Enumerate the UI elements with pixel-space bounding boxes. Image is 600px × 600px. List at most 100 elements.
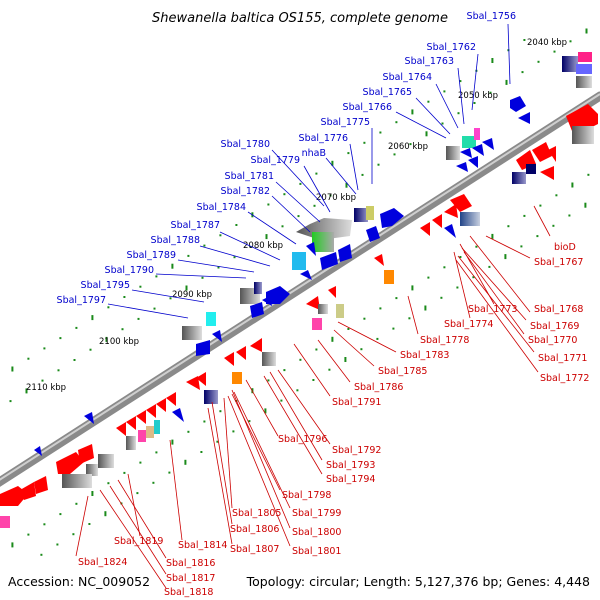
track-dot	[347, 328, 350, 330]
gene-feature	[224, 352, 234, 366]
tick-label-2090: 2090 kbp	[172, 290, 212, 300]
label-Sbal_1770[interactable]: Sbal_1770	[528, 335, 577, 346]
bottom-gene-labels: bioD Sbal_1767 Sbal_1768 Sbal_1773 Sbal_…	[78, 242, 589, 598]
gene-feature	[512, 172, 526, 184]
label-Sbal_1781[interactable]: Sbal_1781	[225, 171, 274, 182]
label-Sbal_1824[interactable]: Sbal_1824	[78, 557, 127, 568]
label-Sbal_1767[interactable]: Sbal_1767	[534, 257, 583, 268]
track-dot	[171, 263, 174, 269]
label-Sbal_1779[interactable]: Sbal_1779	[251, 155, 300, 166]
gene-feature	[460, 212, 480, 226]
label-Sbal_1818[interactable]: Sbal_1818	[164, 587, 213, 598]
label-Sbal_1776[interactable]: Sbal_1776	[299, 133, 348, 144]
label-Sbal_1800[interactable]: Sbal_1800	[292, 527, 341, 538]
track-dot	[25, 388, 28, 394]
track-dot	[425, 131, 428, 137]
label-Sbal_1816[interactable]: Sbal_1816	[166, 558, 215, 569]
label-Sbal_1792[interactable]: Sbal_1792	[332, 445, 381, 456]
label-Sbal_1764[interactable]: Sbal_1764	[383, 72, 432, 83]
label-Sbal_1799[interactable]: Sbal_1799	[292, 508, 341, 519]
label-Sbal_1763[interactable]: Sbal_1763	[405, 56, 454, 67]
track-dot	[75, 502, 78, 505]
label-Sbal_1794[interactable]: Sbal_1794	[326, 474, 375, 485]
track-dot	[203, 420, 206, 423]
label-Sbal_1784[interactable]: Sbal_1784	[197, 202, 246, 213]
label-Sbal_1780[interactable]: Sbal_1780	[221, 139, 270, 150]
label-Sbal_1789[interactable]: Sbal_1789	[127, 250, 176, 261]
label-Sbal_1798[interactable]: Sbal_1798	[282, 490, 331, 501]
gene-feature	[336, 304, 344, 318]
tick-label-2110: 2110 kbp	[26, 383, 66, 393]
track-dot	[283, 193, 286, 196]
gene-feature	[354, 208, 368, 222]
label-Sbal_1790[interactable]: Sbal_1790	[105, 265, 154, 276]
gene-feature	[262, 296, 272, 306]
label-Sbal_1769[interactable]: Sbal_1769	[530, 321, 579, 332]
track-dot	[187, 430, 190, 433]
track-dot	[89, 348, 92, 351]
track-dot	[137, 317, 140, 320]
track-dot	[216, 440, 219, 443]
label-Sbal_1806[interactable]: Sbal_1806	[230, 524, 279, 535]
track-dot	[473, 102, 476, 104]
track-dot	[393, 153, 396, 156]
gene-feature	[526, 164, 536, 174]
track-dot	[568, 214, 571, 217]
label-Sbal_1791[interactable]: Sbal_1791	[332, 397, 381, 408]
label-Sbal_1785[interactable]: Sbal_1785	[378, 366, 427, 377]
label-Sbal_1765[interactable]: Sbal_1765	[363, 87, 412, 98]
label-Sbal_1782[interactable]: Sbal_1782	[221, 186, 270, 197]
label-bioD[interactable]: bioD	[554, 242, 576, 253]
track-dot	[553, 50, 556, 53]
track-dot	[345, 182, 348, 188]
label-Sbal_1817[interactable]: Sbal_1817	[166, 573, 215, 584]
track-dot	[9, 400, 12, 403]
track-dot	[299, 182, 302, 185]
track-dot	[523, 214, 526, 217]
label-Sbal_1778[interactable]: Sbal_1778	[420, 335, 469, 346]
label-Sbal_1797[interactable]: Sbal_1797	[57, 295, 106, 306]
label-Sbal_1787[interactable]: Sbal_1787	[171, 220, 220, 231]
gene-feature	[576, 64, 592, 74]
track-dot	[267, 379, 270, 382]
label-Sbal_1801[interactable]: Sbal_1801	[292, 546, 341, 557]
track-dot	[409, 143, 412, 146]
label-Sbal_1773[interactable]: Sbal_1773	[468, 304, 517, 315]
label-Sbal_1788[interactable]: Sbal_1788	[151, 235, 200, 246]
label-Sbal_1756[interactable]: Sbal_1756	[467, 11, 516, 22]
track-dot	[123, 296, 126, 298]
gene-feature	[204, 390, 218, 404]
label-Sbal_1775[interactable]: Sbal_1775	[321, 117, 370, 128]
track-dot	[505, 79, 508, 85]
label-Sbal_1793[interactable]: Sbal_1793	[326, 460, 375, 471]
gene-feature	[206, 312, 216, 326]
label-Sbal_1771[interactable]: Sbal_1771	[538, 353, 587, 364]
gene-feature	[62, 474, 92, 488]
label-Sbal_1786[interactable]: Sbal_1786	[354, 382, 403, 393]
track-dot	[43, 523, 46, 526]
tick-label-2100: 2100 kbp	[99, 337, 139, 347]
label-Sbal_1805[interactable]: Sbal_1805	[232, 508, 281, 519]
track-dot	[312, 379, 315, 381]
track-dot	[123, 471, 126, 474]
label-Sbal_1796[interactable]: Sbal_1796	[278, 434, 327, 445]
label-Sbal_1774[interactable]: Sbal_1774	[444, 319, 493, 330]
track-dot	[427, 100, 430, 103]
label-Sbal_1819[interactable]: Sbal_1819	[114, 536, 163, 547]
label-Sbal_1772[interactable]: Sbal_1772	[540, 373, 589, 384]
label-nhaB[interactable]: nhaB	[302, 148, 326, 159]
track-dot	[59, 513, 62, 516]
label-Sbal_1783[interactable]: Sbal_1783	[400, 350, 449, 361]
label-Sbal_1795[interactable]: Sbal_1795	[81, 280, 130, 291]
label-Sbal_1807[interactable]: Sbal_1807	[230, 544, 279, 555]
label-Sbal_1766[interactable]: Sbal_1766	[343, 102, 392, 113]
track-dot	[299, 358, 302, 361]
track-dot	[504, 254, 507, 260]
track-dot	[411, 109, 414, 115]
label-Sbal_1768[interactable]: Sbal_1768	[534, 304, 583, 315]
track-dot	[168, 471, 171, 474]
top-gene-labels: Sbal_1756 Sbal_1762 Sbal_1763 Sbal_1764 …	[57, 11, 516, 306]
track-dot	[153, 307, 156, 310]
label-Sbal_1814[interactable]: Sbal_1814	[178, 540, 227, 551]
label-Sbal_1762[interactable]: Sbal_1762	[427, 42, 476, 53]
